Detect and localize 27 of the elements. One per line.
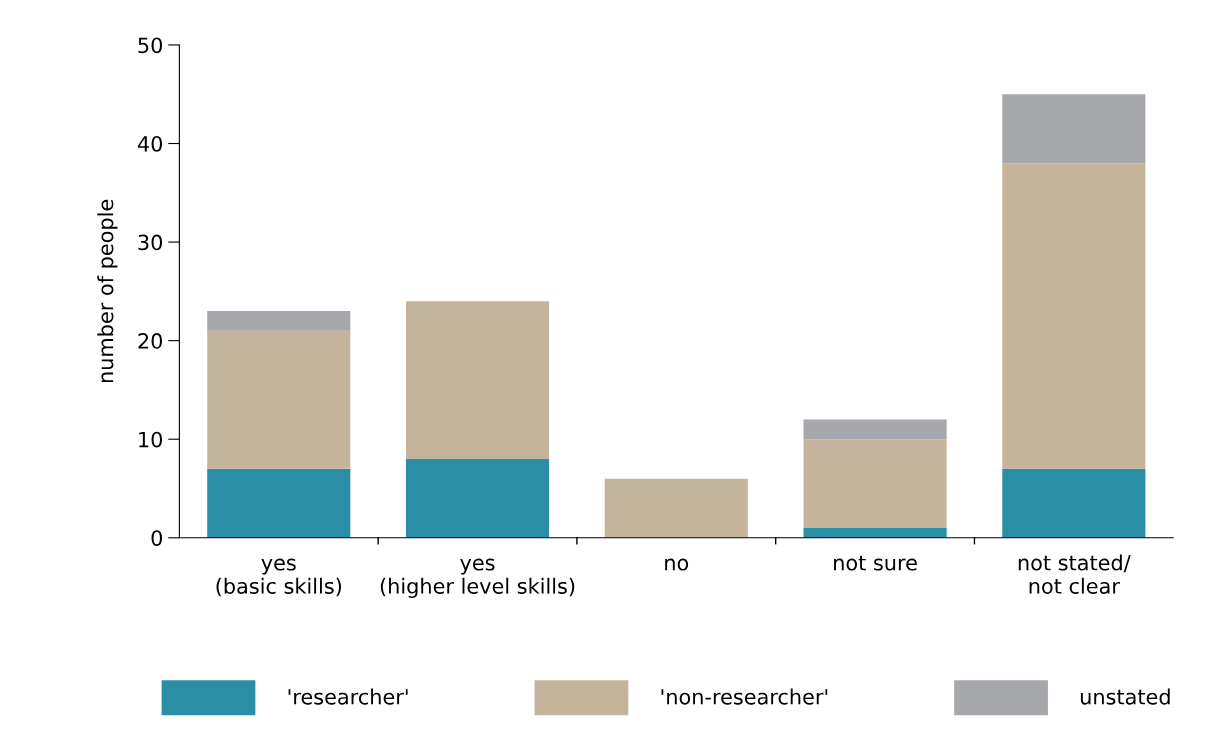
bar [803, 439, 947, 528]
bar [1002, 163, 1146, 469]
legend-label: unstated [1080, 688, 1170, 705]
y-tick-label: 20 [138, 333, 163, 349]
y-tick-label: 50 [138, 37, 163, 54]
bar [207, 330, 351, 469]
bar [803, 419, 947, 440]
bar [207, 468, 351, 538]
x-tick-label: not stated/ not clear [1018, 554, 1131, 594]
y-tick-label: 40 [137, 135, 163, 152]
x-tick-label: no [665, 558, 689, 571]
bar [1002, 94, 1146, 164]
bar [1002, 468, 1146, 538]
legend-label: 'non-researcher' [661, 688, 828, 705]
x-tick-label: yes (higher level skills) [380, 558, 575, 598]
x-tick-label: not sure [834, 555, 917, 571]
bar [405, 458, 550, 538]
bar [405, 301, 550, 459]
y-tick-label: 10 [139, 431, 163, 448]
y-axis-title: number of people [97, 199, 118, 383]
y-tick-label: 30 [138, 234, 163, 251]
x-tick-label: yes (basic skills) [216, 558, 342, 597]
bar [604, 478, 748, 538]
y-tick-label: 0 [151, 530, 163, 546]
bar [207, 311, 351, 331]
bar [803, 527, 947, 538]
legend-label: 'researcher' [288, 688, 408, 705]
